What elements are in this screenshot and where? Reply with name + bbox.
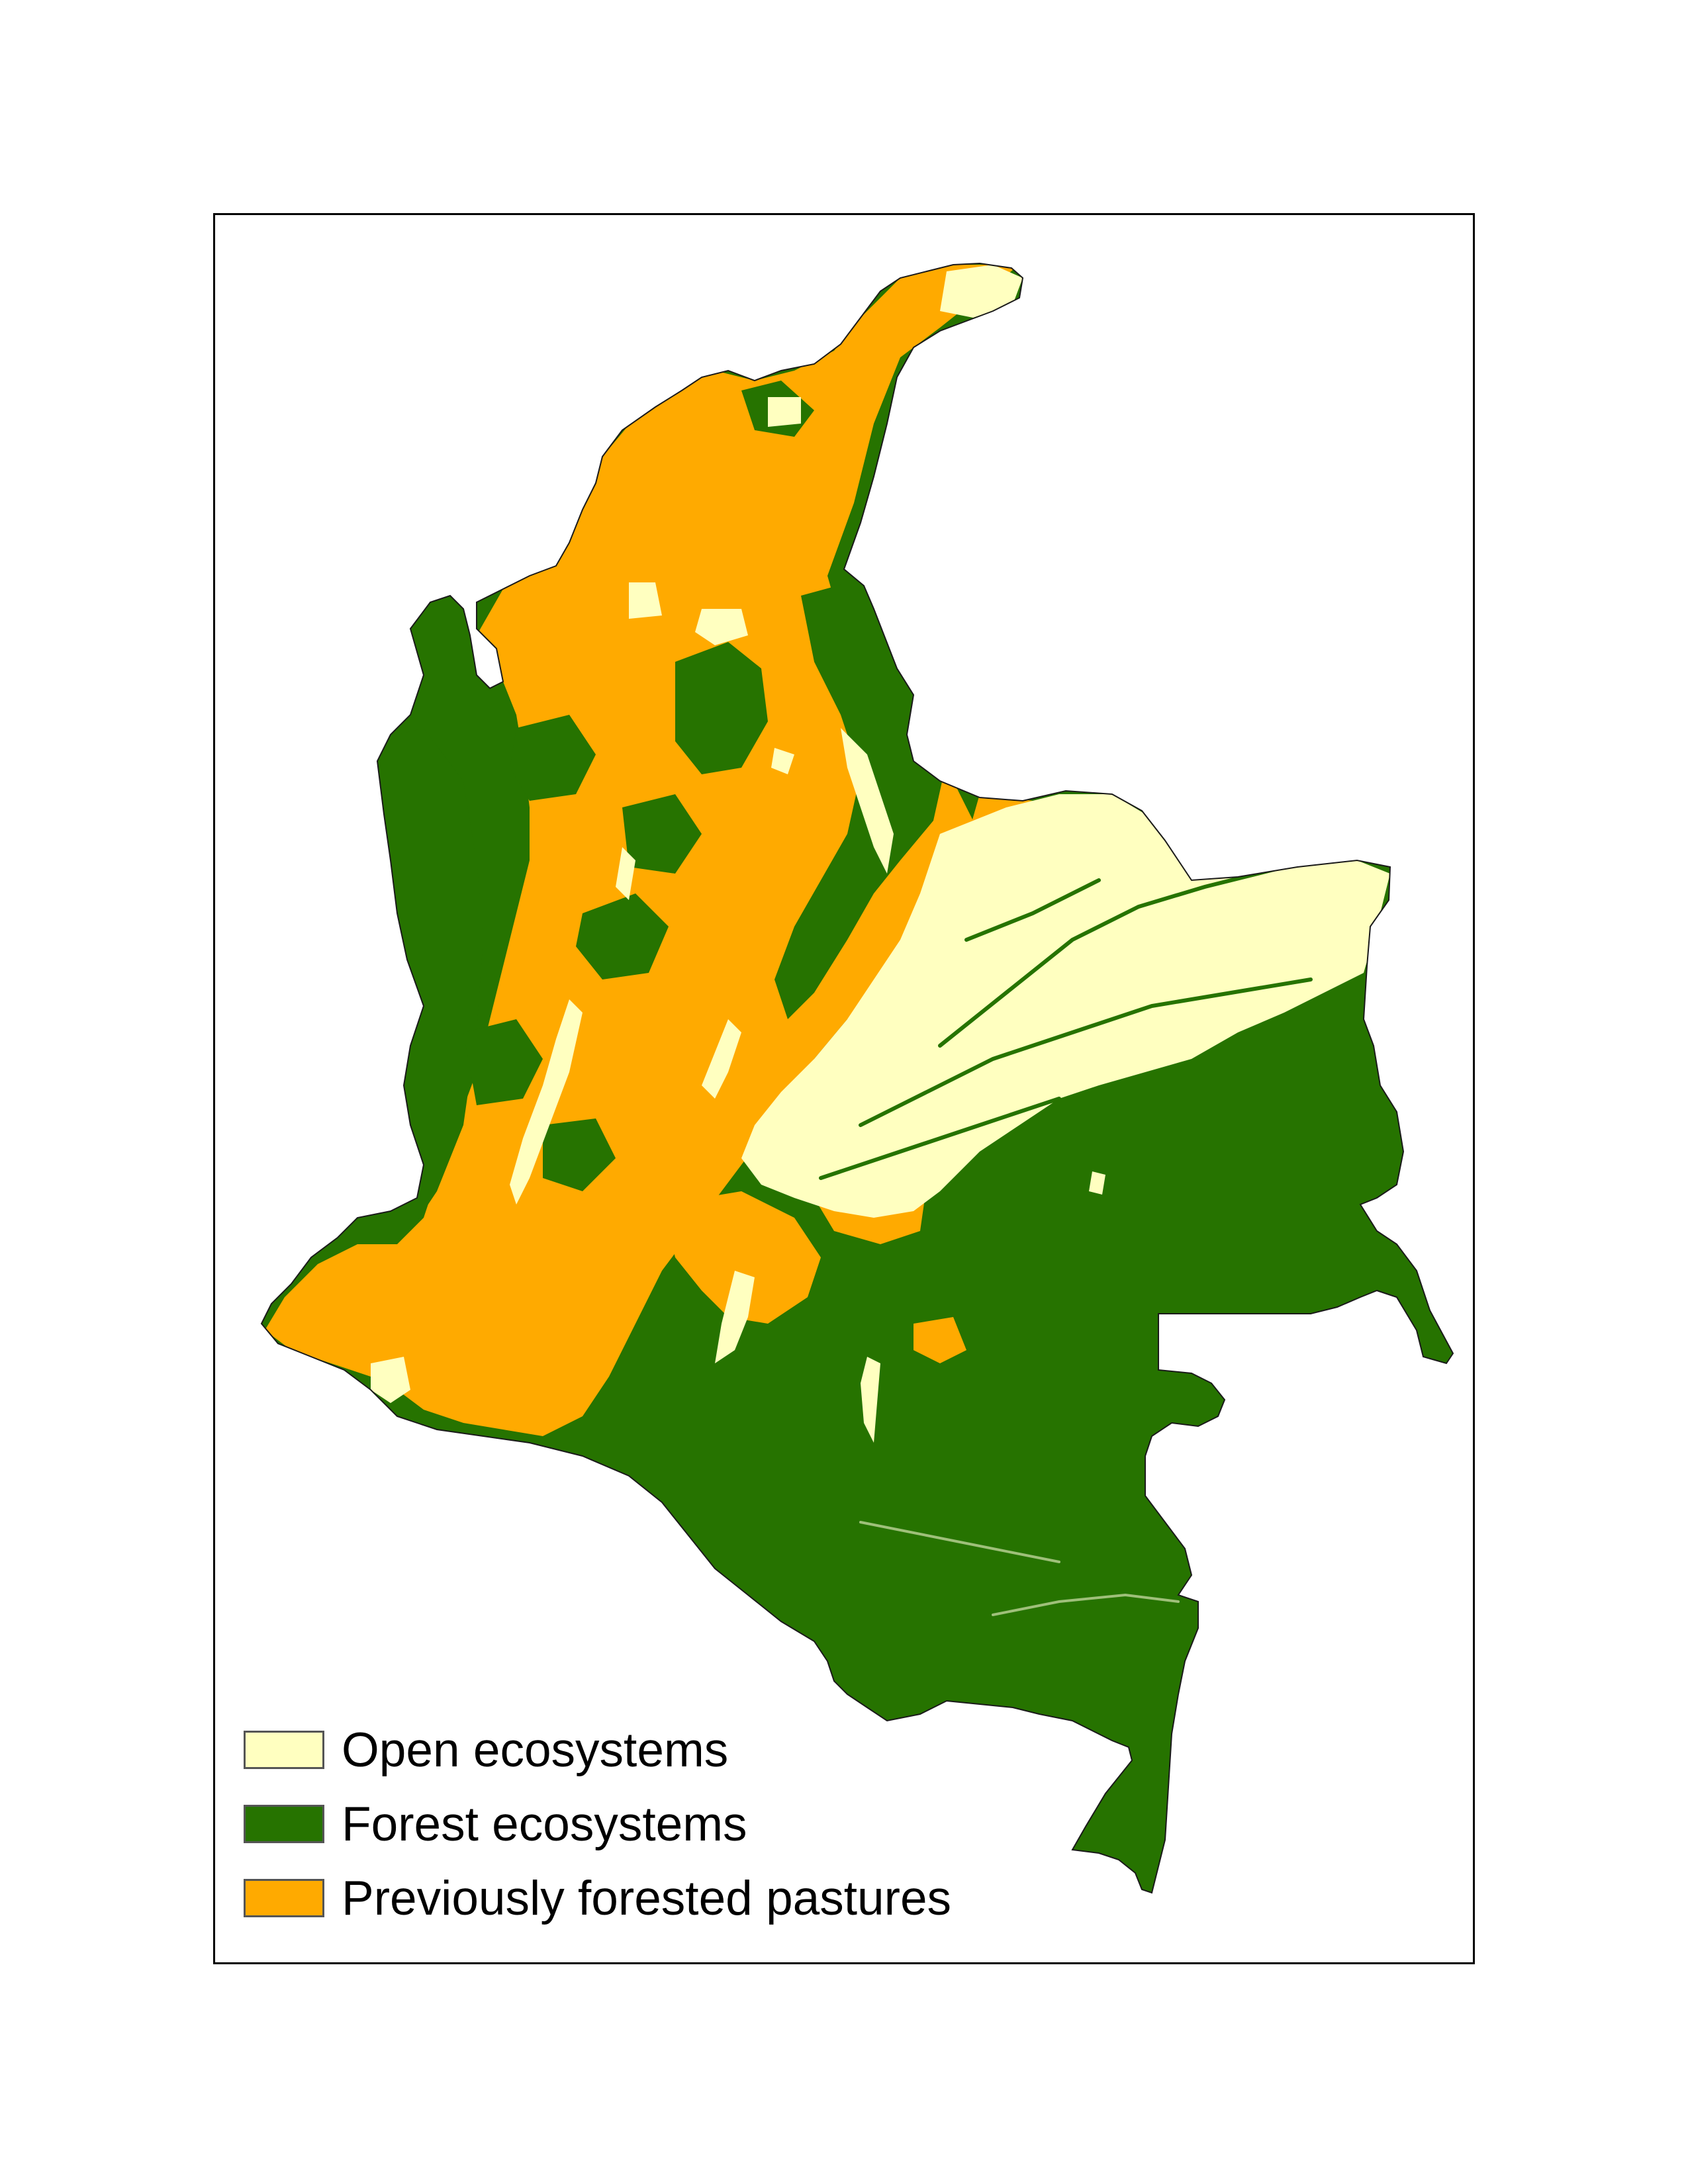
legend-label: Forest ecosystems [342, 1797, 747, 1851]
legend: Open ecosystems Forest ecosystems Previo… [244, 1713, 951, 1935]
legend-item-open: Open ecosystems [244, 1713, 951, 1787]
legend-label: Previously forested pastures [342, 1871, 952, 1925]
legend-item-forest: Forest ecosystems [244, 1787, 951, 1861]
legend-label: Open ecosystems [342, 1723, 729, 1777]
legend-swatch [244, 1731, 324, 1769]
legend-item-pasture: Previously forested pastures [244, 1861, 951, 1935]
legend-swatch [244, 1879, 324, 1917]
legend-swatch [244, 1805, 324, 1843]
